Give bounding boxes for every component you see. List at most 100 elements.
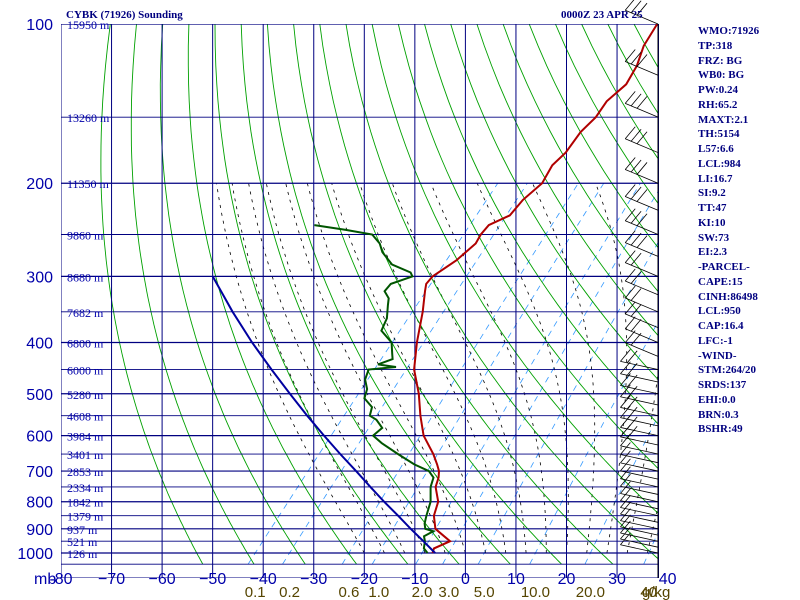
moist-adiabat	[647, 500, 659, 554]
wind-barb	[620, 427, 659, 437]
index-item: RH:65.2	[698, 98, 738, 111]
wind-barb-flag	[624, 157, 636, 170]
wind-barb-flag	[636, 189, 648, 202]
pressure-tick-label: 500	[26, 387, 53, 404]
moist-adiabat	[391, 183, 527, 554]
pressure-tick-label: 700	[26, 464, 53, 481]
chart-time: 0000Z 23 APR 25	[561, 9, 643, 21]
dry-adiabat	[214, 24, 409, 565]
wind-barb	[625, 9, 659, 25]
index-item: FRZ: BG	[698, 54, 743, 67]
height-label: 126 m	[67, 547, 98, 561]
pressure-tick-label: 1000	[17, 546, 53, 563]
wind-barb	[620, 436, 659, 446]
wind-barb-flag	[620, 466, 631, 479]
wind-barb-flag	[620, 495, 631, 508]
index-item: EI:2.3	[698, 246, 728, 259]
index-item: LCL:984	[698, 157, 741, 170]
mixing-ratio-line	[529, 319, 659, 565]
wind-barb-flag	[630, 288, 642, 301]
wind-barb	[625, 196, 659, 211]
wind-barb-flag	[626, 362, 638, 376]
stability-indices-panel: WMO:71926 TP:318 FRZ: BG WB0: BG PW:0.24 RH:6…	[698, 24, 759, 437]
wind-barb-flag	[630, 252, 642, 266]
dry-adiabat	[130, 24, 255, 565]
height-label: 3401 m	[67, 448, 104, 462]
wind-barb-flag	[620, 520, 631, 534]
temperature-tick-label: −50	[199, 571, 226, 588]
dry-adiabat	[581, 24, 659, 161]
wind-barb	[620, 385, 659, 395]
wind-barb-flag	[636, 162, 648, 175]
wind-barb-flag	[630, 0, 642, 13]
wind-barb-flag	[624, 330, 636, 343]
dry-adiabat	[476, 24, 659, 338]
index-item: BRN:0.3	[698, 408, 739, 421]
mixing-ratio-label: 40	[640, 584, 657, 600]
index-item: LCL:950	[698, 305, 741, 318]
height-label: 9860 m	[67, 229, 104, 243]
wind-barb-flag	[620, 532, 631, 546]
dry-adiabat	[100, 24, 204, 565]
index-item: EHI:0.0	[698, 393, 736, 406]
wind-barb	[620, 470, 659, 480]
height-label: 8680 m	[67, 270, 104, 284]
index-item: SW:73	[698, 231, 730, 244]
wind-barb	[620, 373, 659, 383]
index-item: PW:0.24	[698, 84, 739, 96]
wind-barb	[620, 493, 659, 503]
axis-unit-label: mb	[34, 571, 56, 588]
chart-title: CYBK (71926) Sounding	[66, 9, 183, 21]
wind-barb	[625, 220, 659, 235]
dry-adiabat	[345, 24, 659, 561]
wind-barb-flag	[620, 395, 631, 408]
wind-barb-flag	[624, 184, 636, 197]
wind-barb-flag	[636, 96, 648, 109]
wind-barb-flag	[636, 2, 648, 16]
temperature-tick-label: -80	[49, 571, 72, 588]
wind-barb-flag	[620, 415, 631, 428]
wind-barb	[620, 500, 659, 510]
index-item: SRDS:137	[698, 379, 747, 391]
wind-barb	[625, 242, 659, 257]
index-item: TH:5154	[698, 128, 740, 141]
wind-barb-flag	[624, 208, 636, 222]
wind-barb-flag	[630, 186, 642, 200]
index-item: -WIND-	[698, 349, 737, 362]
wind-barb-flag	[636, 235, 648, 248]
dry-adiabat	[266, 24, 511, 565]
wind-barb-flag	[624, 316, 636, 329]
wind-barb-flag	[620, 508, 631, 521]
dewpoint-line	[314, 224, 436, 554]
height-label: 11350 m	[67, 177, 110, 191]
mixing-ratio-unit: g/kg	[642, 584, 670, 600]
height-label: 521 m	[67, 535, 98, 549]
moist-adiabat	[231, 183, 385, 554]
height-label: 1379 m	[67, 510, 104, 524]
pressure-tick-label: 600	[26, 429, 53, 446]
mixing-ratio-label: 0.6	[338, 584, 359, 600]
index-item: TP:318	[698, 39, 733, 52]
wind-barb-flag	[630, 159, 642, 173]
index-item: MAXT:2.1	[698, 113, 749, 126]
index-item: CINH:86498	[698, 290, 758, 303]
wind-barb	[620, 478, 659, 488]
pressure-tick-label: 100	[26, 17, 53, 34]
dry-adiabat	[319, 24, 614, 565]
wind-barb-flag	[620, 501, 631, 515]
dry-adiabat	[293, 24, 562, 565]
wind-barb-flag	[620, 450, 631, 464]
moist-adiabat	[216, 183, 365, 554]
temperature-tick-label: −10	[401, 571, 428, 588]
wind-barb-flag	[630, 210, 642, 224]
moist-adiabat	[248, 183, 406, 554]
wind-barb-flag	[620, 433, 631, 447]
wind-barb-panel	[620, 0, 659, 578]
temperature-tick-label: −70	[98, 571, 125, 588]
height-label: 6000 m	[67, 364, 104, 378]
height-label: 937 m	[67, 523, 98, 537]
height-label: 2853 m	[67, 465, 104, 479]
wind-barb-flag	[636, 131, 648, 145]
